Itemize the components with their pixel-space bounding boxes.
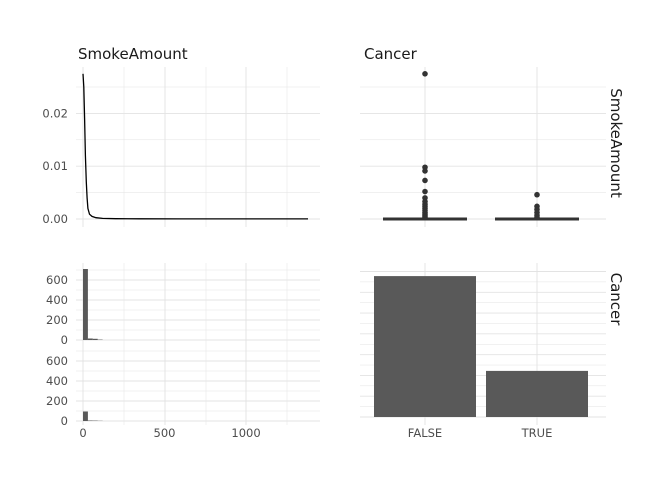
histogram-x-tick-label: 1000 [231, 426, 260, 440]
histogram-y-tick-label: 0 [61, 414, 68, 428]
density-y-tick-label: 0.01 [42, 159, 68, 173]
histogram-y-tick-label: 600 [46, 354, 68, 368]
boxplot-outlier-point [422, 168, 428, 174]
count-x-tick-label: FALSE [408, 426, 442, 440]
row-strip-cancer: Cancer [607, 273, 625, 327]
boxplot-outlier-point [422, 214, 428, 221]
col-strip-smokeamount: SmokeAmount [78, 45, 188, 63]
histogram-x-tick-label: 500 [154, 426, 176, 440]
histogram-y-tick-label: 0 [61, 333, 68, 347]
histogram-y-tick-label: 200 [46, 394, 68, 408]
count-bar-true [486, 370, 588, 417]
density-y-tick-label: 0.02 [42, 106, 68, 120]
count-x-tick-label: TRUE [521, 426, 553, 440]
histogram-bar [83, 269, 88, 340]
boxplot-outlier-point [422, 177, 428, 184]
boxplot-outlier-point [534, 191, 540, 198]
histogram-y-tick-label: 400 [46, 293, 68, 307]
histogram-y-tick-label: 600 [46, 273, 68, 287]
histogram-y-tick-label: 400 [46, 374, 68, 388]
histogram-bar [92, 338, 98, 340]
histogram-bar [83, 411, 88, 421]
col-strip-cancer: Cancer [364, 45, 418, 63]
density-line [82, 73, 308, 220]
row-strip-smokeamount: SmokeAmount [607, 88, 625, 198]
boxplot-outlier-point [534, 214, 540, 221]
histogram-x-tick-label: 0 [79, 426, 86, 440]
boxplot-outlier-point [422, 71, 428, 77]
density-y-tick-label: 0.00 [42, 212, 68, 226]
histogram-bar [87, 338, 93, 340]
histogram-bar [87, 420, 93, 421]
boxplot-outlier-point [422, 188, 428, 195]
histogram-y-tick-label: 200 [46, 313, 68, 327]
count-bar-false [374, 276, 476, 417]
